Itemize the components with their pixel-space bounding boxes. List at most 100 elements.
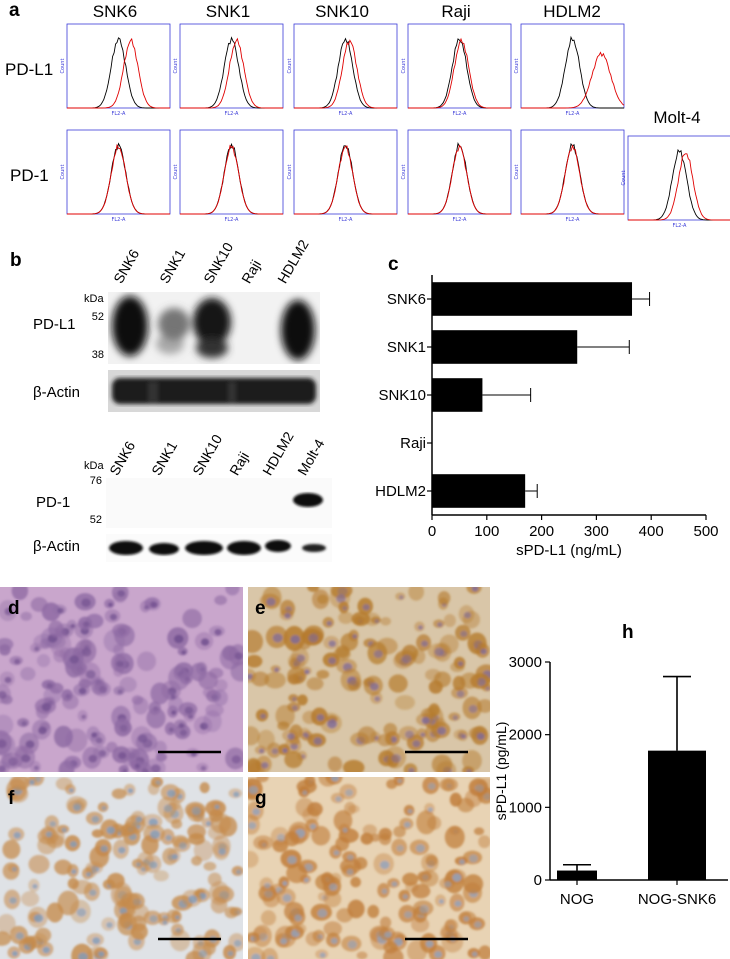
histogram-pdl1-snk10-xlabel: FL2-A (339, 111, 354, 117)
chart-c-category-label: SNK1 (387, 339, 426, 356)
nucleus-mark (328, 640, 336, 647)
nucleus-mark (292, 697, 297, 702)
cell-mark (297, 694, 308, 706)
histogram-pdl1-hdlm2: Count FL2-A (514, 23, 625, 117)
blot-pd1-image (106, 478, 332, 528)
nucleus-mark (460, 630, 468, 637)
histogram-pdl1-raji: Count FL2-A (401, 23, 512, 117)
cell-mark (53, 649, 67, 663)
nucleus-mark (345, 789, 354, 797)
chart-h-category-label: NOG (560, 891, 594, 908)
nucleus-mark (14, 658, 21, 665)
nucleus-mark (402, 894, 409, 900)
nucleus-mark (198, 950, 208, 958)
chart-c-x-tick-label: 500 (693, 523, 718, 540)
nucleus-mark (381, 888, 388, 894)
nucleus-mark (101, 805, 107, 811)
nucleus-mark (347, 940, 357, 949)
nucleus-mark (319, 952, 326, 958)
nucleus-mark (474, 921, 482, 928)
nucleus-mark (476, 733, 485, 740)
panel-d-label: d (8, 598, 20, 619)
chart-h-y-tick-label: 3000 (509, 654, 542, 671)
nucleus-mark (452, 715, 459, 721)
blot-top-marker-38: 38 (91, 349, 104, 361)
cell-mark (146, 707, 166, 729)
cell-mark (408, 587, 425, 601)
cell-mark (307, 802, 323, 817)
nucleus-mark (34, 914, 44, 923)
cell-mark (277, 721, 290, 731)
cell-mark (327, 756, 343, 772)
nucleus-mark (61, 827, 67, 833)
histogram-pd1-snk10-xlabel: FL2-A (339, 217, 354, 223)
cell-mark (335, 645, 350, 658)
chart-c-x-tick-label: 200 (529, 523, 554, 540)
histogram-pd1-snk10-stain-curve (294, 145, 397, 215)
nucleus-mark (407, 809, 413, 814)
nucleus-mark (428, 807, 433, 812)
nucleus-mark (384, 931, 392, 938)
histogram-pdl1-hdlm2-frame (520, 23, 625, 109)
chart-c-bar (432, 330, 578, 364)
cell-mark (287, 674, 301, 685)
histogram-pd1-raji-xlabel: FL2-A (453, 217, 468, 223)
histogram-pd1-raji-ylabel: Count (401, 165, 407, 180)
nucleus-mark (141, 768, 149, 772)
cell-mark (20, 611, 32, 621)
nucleus-mark (380, 860, 390, 869)
cell-mark (58, 760, 75, 772)
histogram-pdl1-snk6-control-curve (67, 37, 170, 109)
nucleus-mark (397, 778, 403, 784)
histogram-pdl1-snk10-ylabel: Count (287, 59, 293, 74)
nucleus-mark (284, 612, 291, 619)
nucleus-mark (81, 714, 86, 719)
panel-h-label: h (622, 622, 634, 643)
nucleus-mark (200, 765, 207, 771)
ihc-image-grid (0, 587, 490, 959)
nucleus-mark (308, 633, 319, 643)
nucleus-mark (404, 821, 411, 828)
cell-mark (203, 861, 217, 871)
nucleus-mark (373, 650, 383, 658)
cell-mark (378, 827, 392, 841)
blot-bottom-marker-52: 52 (89, 514, 102, 526)
histogram-pd1-hdlm2-frame (520, 129, 625, 215)
cell-mark (383, 947, 404, 959)
nucleus-mark (109, 613, 117, 621)
cell-mark (53, 725, 73, 748)
cell-mark (30, 597, 48, 612)
nucleus-mark (163, 804, 173, 813)
nucleus-mark (437, 622, 443, 627)
nucleus-mark (331, 777, 339, 782)
nucleus-mark (234, 652, 243, 660)
nucleus-mark (150, 830, 160, 839)
nucleus-mark (419, 905, 429, 914)
nucleus-mark (304, 669, 310, 675)
chart-c-bar (432, 474, 526, 508)
nucleus-mark (116, 660, 124, 667)
cell-mark (106, 741, 118, 753)
nucleus-mark (28, 779, 35, 785)
cell-mark (0, 931, 12, 946)
chart-h-y-tick-label: 2000 (509, 727, 542, 744)
nucleus-mark (396, 845, 404, 852)
nucleus-mark (405, 730, 414, 739)
nucleus-mark (178, 842, 187, 850)
blot-bottom-lane-molt4: Molt-4 (294, 436, 328, 478)
ihc-panel-f-cells (0, 777, 243, 959)
nucleus-mark (137, 734, 148, 743)
histogram-pd1-snk1-ylabel: Count (173, 165, 179, 180)
histogram-pd1-molt4-ylabel: Count (621, 171, 627, 186)
nucleus-mark (4, 607, 13, 616)
histogram-pd1-snk10: Count FL2-A (287, 129, 398, 223)
blot-bottom-lane-snk1: SNK1 (148, 438, 181, 478)
nucleus-mark (68, 788, 74, 793)
nucleus-mark (282, 894, 292, 902)
histogram-pd1-snk6-control-curve (67, 142, 170, 215)
nucleus-mark (235, 869, 242, 875)
cell-mark (208, 667, 224, 679)
cell-mark (393, 825, 406, 838)
chart-h-y-tick-label: 0 (534, 872, 542, 889)
histogram-pd1-snk10-ylabel: Count (287, 165, 293, 180)
